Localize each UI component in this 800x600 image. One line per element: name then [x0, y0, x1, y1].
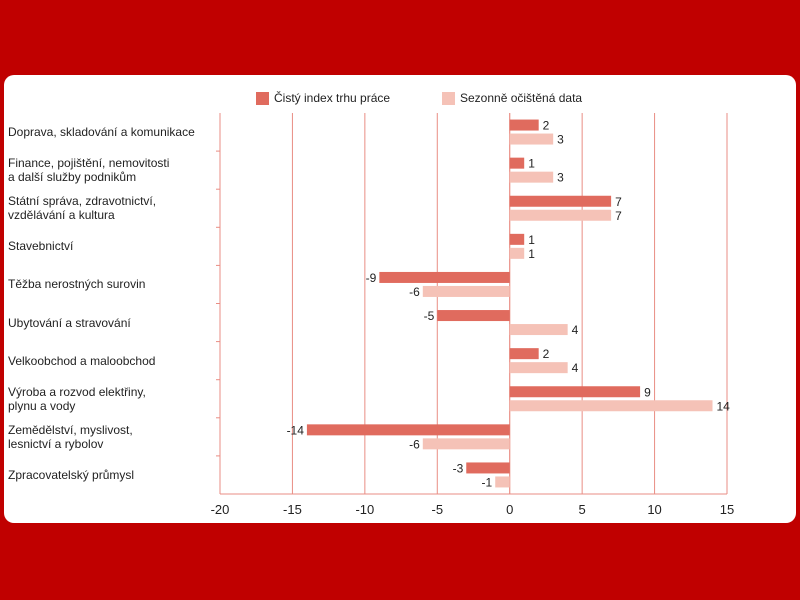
- bar: [509, 209, 612, 221]
- data-label: 4: [572, 323, 579, 337]
- bar: [509, 247, 525, 259]
- bar: [509, 348, 539, 360]
- data-label: 3: [557, 133, 564, 147]
- data-label: -14: [287, 423, 305, 437]
- data-label: -1: [482, 475, 493, 489]
- legend-swatch: [442, 92, 455, 105]
- legend-swatch: [256, 92, 269, 105]
- category-label: Zpracovatelský průmysl: [8, 467, 135, 482]
- data-label: -6: [409, 437, 420, 451]
- x-tick-label: 0: [506, 502, 513, 517]
- data-label: -5: [424, 309, 435, 323]
- bar: [509, 171, 554, 183]
- x-tick-label: -5: [432, 502, 444, 517]
- data-label: 1: [528, 233, 535, 247]
- bar: [509, 133, 554, 145]
- chart-panel: [4, 75, 796, 523]
- bar: [466, 462, 510, 474]
- bar: [509, 386, 641, 398]
- x-tick-label: -15: [283, 502, 302, 517]
- data-label: 1: [528, 247, 535, 261]
- data-label: -3: [453, 461, 464, 475]
- category-label: Těžba nerostných surovin: [8, 277, 146, 292]
- bar: [379, 271, 510, 283]
- category-label: Zemědělství, myslivost, lesnictví a rybo…: [8, 422, 133, 451]
- category-label: Ubytování a stravování: [8, 315, 131, 330]
- bar: [509, 324, 568, 336]
- category-label: Velkoobchod a maloobchod: [8, 353, 156, 368]
- bar: [509, 119, 539, 131]
- bar: [306, 424, 510, 436]
- x-tick-label: -10: [355, 502, 374, 517]
- data-label: 2: [543, 119, 550, 133]
- x-tick-label: -20: [211, 502, 230, 517]
- bar: [509, 233, 525, 245]
- data-label: 7: [615, 209, 622, 223]
- data-label: 3: [557, 171, 564, 185]
- bar: [437, 310, 510, 322]
- data-label: 14: [717, 399, 731, 413]
- data-label: -6: [409, 285, 420, 299]
- x-tick-label: 15: [720, 502, 734, 517]
- bar: [509, 195, 612, 207]
- category-label: Stavebnictví: [8, 239, 74, 254]
- legend-label: Čistý index trhu práce: [274, 91, 391, 105]
- data-label: 4: [572, 361, 579, 375]
- x-tick-label: 5: [579, 502, 586, 517]
- category-label: Výroba a rozvod elektřiny, plynu a vody: [8, 384, 146, 413]
- bar: [422, 285, 510, 297]
- category-label: Doprava, skladování a komunikace: [8, 125, 195, 140]
- data-label: 1: [528, 157, 535, 171]
- bar: [509, 400, 713, 412]
- data-label: 9: [644, 385, 651, 399]
- bar: [495, 476, 510, 488]
- category-label: Státní správa, zdravotnictví, vzdělávání…: [8, 194, 157, 223]
- legend-label: Sezonně očištěná data: [460, 91, 583, 105]
- data-label: 7: [615, 195, 622, 209]
- data-label: 2: [543, 347, 550, 361]
- bar: [509, 157, 525, 169]
- data-label: -9: [366, 271, 377, 285]
- bar: [422, 438, 510, 450]
- bar: [509, 362, 568, 374]
- x-tick-label: 10: [647, 502, 661, 517]
- category-label: Finance, pojištění, nemovitosti a další …: [8, 156, 170, 185]
